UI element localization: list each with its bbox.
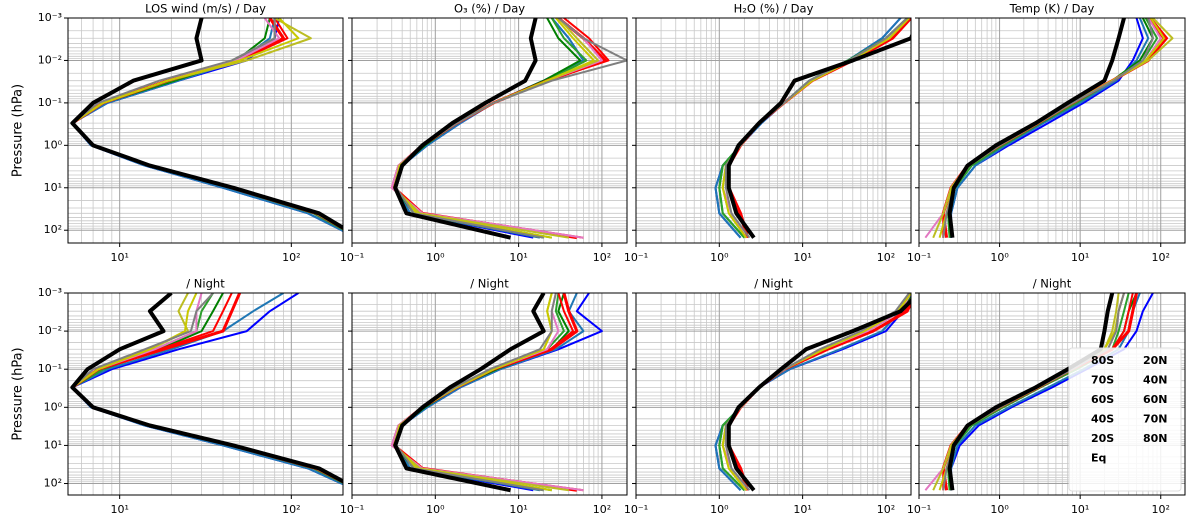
legend-label: 60S [1091,393,1114,406]
profile-line [947,18,1126,238]
x-tick-label: 10⁻¹ [624,503,648,516]
x-tick-label: 10⁰ [990,503,1009,516]
panel-title: / Night [1033,277,1072,291]
x-tick-label: 10¹ [1071,503,1089,516]
panel: 10⁻¹ 10⁰ 10¹ 10² / Night [624,277,912,516]
y-tick-label: 10⁰ [44,400,63,413]
panel: 10⁻³ 10⁻² 10⁻¹ 10⁰ 10¹ 10² 10¹ 10² LOS wind (m/s… [11,2,344,264]
x-tick-label: 10² [282,503,300,516]
x-tick-label: 10⁻¹ [624,251,648,264]
y-axis-label: Pressure (hPa) [11,84,26,177]
x-tick-label: 10² [593,251,611,264]
x-tick-label: 10¹ [110,503,128,516]
legend: 80S 70S 60S 40S 20S Eq 20N 40N 60N 70N 80N [1068,347,1182,492]
x-tick-label: 10² [877,503,895,516]
x-tick-label: 10¹ [110,251,128,264]
legend-label: 60N [1143,393,1168,406]
panel: 10⁻¹ 10⁰ 10¹ 10² Temp (K) / Day [907,2,1186,264]
x-tick-label: 10² [1152,251,1170,264]
x-tick-label: 10⁻¹ [340,503,364,516]
x-tick-label: 10¹ [1071,251,1089,264]
x-tick-label: 10² [877,251,895,264]
x-tick-label: 10⁰ [710,251,729,264]
panel-title: Temp (K) / Day [1009,2,1095,16]
legend-label: 20N [1143,354,1168,367]
y-tick-label: 10⁻² [38,324,62,337]
y-tick-label: 10⁰ [44,138,63,151]
profile-line [950,293,1154,491]
plot-frame [918,292,1186,496]
x-tick-label: 10⁻¹ [907,503,931,516]
panel: 10⁻¹ 10⁰ 10¹ 10² / Night [340,277,628,516]
lines [70,293,343,486]
x-tick-label: 10¹ [793,251,811,264]
y-tick-label: 10² [44,477,62,490]
lines [924,293,1154,491]
y-axis-label: Pressure (hPa) [11,347,26,440]
y-tick-label: 10⁻³ [38,286,62,299]
lines [714,293,911,492]
y-tick-label: 10⁻¹ [38,362,62,375]
x-tick-label: 10⁰ [990,251,1009,264]
panel-title: / Night [754,277,793,291]
x-tick-label: 10⁰ [710,503,729,516]
x-tick-label: 10⁰ [426,503,445,516]
y-tick-label: 10⁻¹ [38,96,62,109]
panel-title: / Night [470,277,509,291]
panel: 10⁻¹ 10⁰ 10¹ 10² O₃ (%) / Day [340,2,628,264]
y-tick-label: 10⁻² [38,53,62,66]
panel: 10⁻¹ 10⁰ 10¹ 10² H₂O (%) / Day [624,2,912,264]
profile-line [726,298,911,492]
profile-line [726,32,911,239]
x-tick-label: 10⁻¹ [907,251,931,264]
legend-box [1068,347,1182,492]
profile-line [70,293,343,484]
plot-frame [635,17,912,244]
lines [390,293,603,493]
profile-line [395,18,627,239]
lines [70,18,343,233]
plot-frame [67,292,344,496]
x-tick-label: 10¹ [509,251,527,264]
legend-label: 40N [1143,374,1168,387]
plot-frame [918,17,1186,244]
profile-line [393,18,538,240]
panel: 10⁻³ 10⁻² 10⁻¹ 10⁰ 10¹ 10² 10¹ 10² / Night Press… [11,277,344,516]
profile-line [395,293,557,492]
y-tick-label: 10¹ [44,181,62,194]
profile-line [393,293,546,493]
legend-label: 70N [1143,413,1168,426]
legend-label: 40S [1091,413,1114,426]
panel-title: O₃ (%) / Day [454,2,525,16]
x-tick-label: 10⁰ [426,251,445,264]
lines [390,18,627,240]
x-tick-label: 10² [593,503,611,516]
y-tick-label: 10² [44,223,62,236]
lines [714,18,911,239]
x-tick-label: 10² [282,251,300,264]
lines [924,18,1174,239]
x-tick-label: 10¹ [793,503,811,516]
profile-line [947,293,1115,491]
plot-frame [635,292,912,496]
plot-frame [67,17,344,244]
x-tick-label: 10⁻¹ [340,251,364,264]
y-tick-label: 10⁻³ [38,11,62,24]
legend-label: 20S [1091,432,1114,445]
plot-frame [351,292,628,496]
panel-title: H₂O (%) / Day [734,2,814,16]
plot-frame [351,17,628,244]
panel-title: LOS wind (m/s) / Day [145,2,266,16]
profile-line [950,18,1150,238]
panel-title: / Night [186,277,225,291]
y-tick-label: 10¹ [44,438,62,451]
legend-label: Eq [1091,452,1106,465]
legend-label: 80S [1091,354,1114,367]
legend-label: 70S [1091,374,1114,387]
x-tick-label: 10² [1152,503,1170,516]
x-tick-label: 10¹ [509,503,527,516]
legend-label: 80N [1143,432,1168,445]
profile-line [70,18,343,231]
